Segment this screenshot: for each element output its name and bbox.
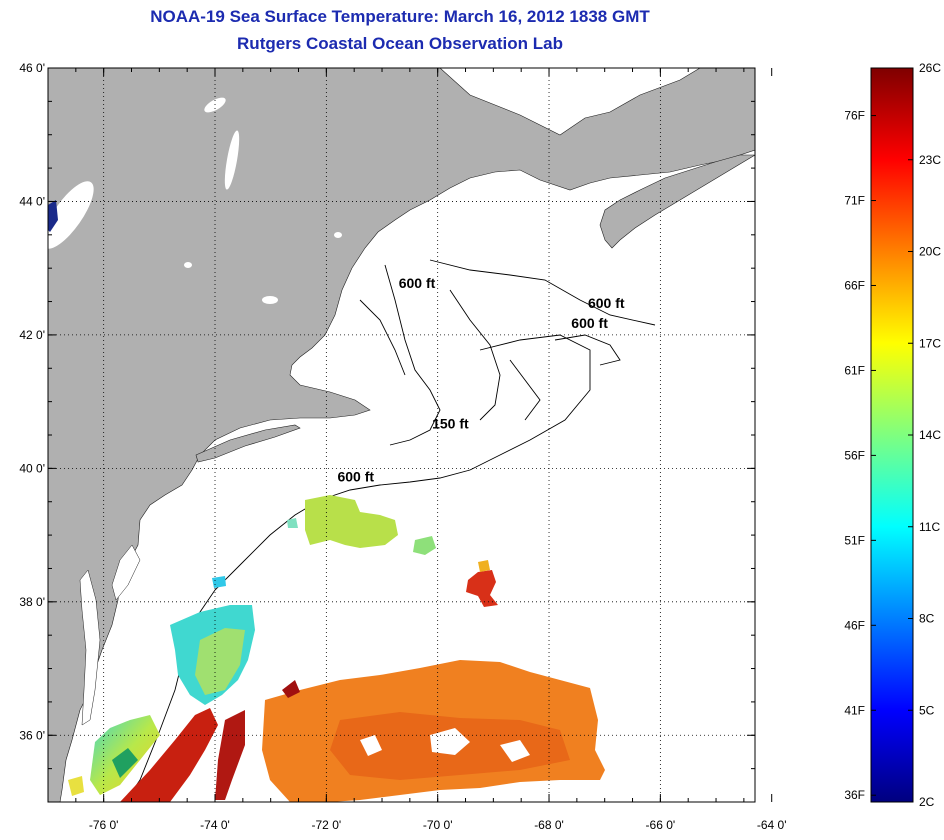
contour-label: 600 ft	[337, 469, 374, 485]
colorbar-fahrenheit-label: 46F	[844, 618, 865, 632]
colorbar-fahrenheit-label: 76F	[844, 109, 865, 123]
map-axes: -76 0' -74 0' -72 0' -70 0' -68 0' -66 0' -64 …	[19, 61, 786, 832]
colorbar-celsius-label: 2C	[919, 795, 935, 809]
lon-tick-label: -70 0'	[423, 818, 453, 832]
colorbar-celsius-label: 11C	[919, 520, 940, 534]
colorbar-celsius-label: 20C	[919, 245, 941, 259]
map-title: NOAA-19 Sea Surface Temperature: March 1…	[150, 7, 650, 26]
colorbar-fahrenheit-label: 66F	[844, 278, 865, 292]
colorbar-fahrenheit-label: 36F	[844, 788, 865, 802]
colorbar	[870, 67, 914, 803]
map-subtitle: Rutgers Coastal Ocean Observation Lab	[237, 34, 563, 53]
colorbar-fahrenheit-label: 61F	[844, 363, 865, 377]
contour-label: 150 ft	[432, 415, 469, 431]
colorbar-celsius-label: 26C	[919, 61, 941, 75]
colorbar-fahrenheit-label: 41F	[844, 703, 865, 717]
lake-cold-pixel	[48, 200, 58, 232]
lat-tick-label: 40 0'	[19, 461, 45, 475]
water-chesapeake-bay	[79, 569, 101, 726]
contour-label: 600 ft	[588, 295, 625, 311]
contour-labels: 600 ft 600 ft 600 ft 150 ft 600 ft	[337, 275, 624, 485]
lat-tick-label: 46 0'	[19, 61, 45, 75]
lon-tick-label: -74 0'	[200, 818, 230, 832]
lon-tick-label: -66 0'	[646, 818, 676, 832]
lat-tick-label: 42 0'	[19, 328, 45, 342]
lon-tick-label: -76 0'	[89, 818, 119, 832]
colorbar-labels: 26C 23C 20C 17C 14C 11C 8C 5C 2C 76F 71F 66F 61F 56F 5…	[844, 61, 941, 809]
lon-tick-label: -64 0'	[757, 818, 787, 832]
colorbar-fahrenheit-label: 51F	[844, 533, 865, 547]
colorbar-celsius-label: 17C	[919, 336, 941, 350]
contour-label: 600 ft	[399, 275, 436, 291]
water-delaware-bay	[111, 544, 141, 601]
colorbar-fahrenheit-label: 56F	[844, 448, 865, 462]
sst-data	[68, 495, 605, 802]
colorbar-celsius-label: 8C	[919, 612, 935, 626]
colorbar-celsius-label: 23C	[919, 153, 941, 167]
lon-tick-label: -72 0'	[312, 818, 342, 832]
colorbar-celsius-label: 14C	[919, 428, 941, 442]
map-frame	[47, 67, 756, 803]
land-long-island	[195, 424, 301, 463]
lon-tick-label: -68 0'	[534, 818, 564, 832]
land-nova-scotia	[599, 154, 755, 249]
lat-tick-label: 38 0'	[19, 595, 45, 609]
colorbar-celsius-label: 5C	[919, 703, 935, 717]
colorbar-fahrenheit-label: 71F	[844, 194, 865, 208]
lat-tick-label: 44 0'	[19, 194, 45, 208]
contour-label: 600 ft	[571, 315, 608, 331]
lat-tick-label: 36 0'	[19, 728, 45, 742]
